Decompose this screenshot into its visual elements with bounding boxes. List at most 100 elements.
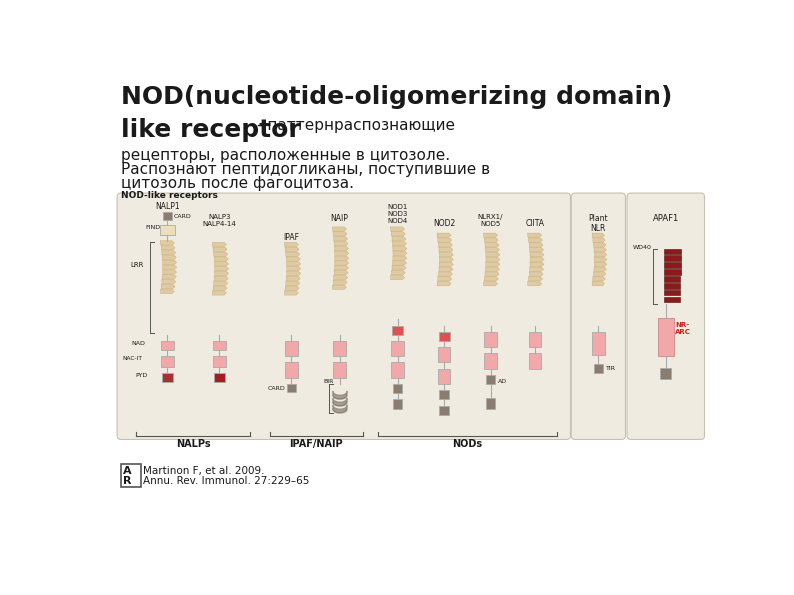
Text: NALP1: NALP1 bbox=[155, 202, 179, 211]
Polygon shape bbox=[393, 256, 407, 260]
Polygon shape bbox=[484, 277, 499, 281]
Text: CARD: CARD bbox=[268, 386, 285, 392]
Bar bbox=[439, 331, 449, 341]
Bar bbox=[486, 375, 495, 384]
Polygon shape bbox=[214, 257, 228, 261]
Polygon shape bbox=[437, 281, 451, 286]
Polygon shape bbox=[484, 238, 499, 242]
Bar bbox=[665, 283, 680, 289]
Bar bbox=[161, 341, 174, 350]
Bar bbox=[161, 356, 174, 367]
Polygon shape bbox=[334, 242, 348, 246]
Polygon shape bbox=[393, 251, 407, 255]
Polygon shape bbox=[214, 281, 228, 286]
Polygon shape bbox=[213, 242, 226, 246]
Text: TIR: TIR bbox=[606, 365, 616, 371]
Text: FIND: FIND bbox=[146, 226, 161, 230]
Polygon shape bbox=[594, 243, 606, 247]
Polygon shape bbox=[214, 271, 229, 275]
Polygon shape bbox=[392, 237, 406, 241]
Polygon shape bbox=[529, 243, 543, 247]
Polygon shape bbox=[284, 291, 299, 295]
Polygon shape bbox=[439, 267, 453, 271]
Text: A: A bbox=[122, 466, 131, 475]
Text: NLRX1/
NOD5: NLRX1/ NOD5 bbox=[478, 214, 503, 227]
Polygon shape bbox=[594, 272, 606, 276]
Polygon shape bbox=[484, 233, 498, 237]
Polygon shape bbox=[287, 262, 301, 266]
Text: NALPs: NALPs bbox=[176, 439, 210, 449]
Bar bbox=[665, 297, 680, 302]
Bar bbox=[438, 369, 450, 384]
Polygon shape bbox=[214, 262, 229, 266]
Polygon shape bbox=[592, 281, 604, 286]
Text: NAC-IT: NAC-IT bbox=[123, 356, 143, 361]
Polygon shape bbox=[213, 247, 227, 252]
Polygon shape bbox=[161, 246, 175, 250]
Text: like receptor: like receptor bbox=[121, 118, 301, 142]
Polygon shape bbox=[439, 252, 453, 256]
Text: PYD: PYD bbox=[135, 373, 148, 378]
Polygon shape bbox=[437, 277, 452, 281]
Text: NOD(nucleotide-oligomerizing domain): NOD(nucleotide-oligomerizing domain) bbox=[121, 85, 673, 109]
Text: NR-
ARC: NR- ARC bbox=[675, 322, 691, 334]
Text: BIR: BIR bbox=[323, 380, 333, 384]
Bar bbox=[393, 384, 403, 393]
Bar bbox=[160, 226, 175, 236]
Polygon shape bbox=[160, 241, 175, 245]
Bar bbox=[658, 318, 673, 356]
Text: APAF1: APAF1 bbox=[653, 214, 679, 223]
Bar bbox=[439, 406, 449, 415]
Bar bbox=[393, 399, 403, 409]
Bar bbox=[162, 373, 173, 383]
Bar bbox=[665, 270, 680, 275]
Polygon shape bbox=[335, 251, 349, 255]
Bar bbox=[333, 362, 345, 378]
Text: NALP3
NALP4-14: NALP3 NALP4-14 bbox=[202, 214, 237, 227]
Polygon shape bbox=[437, 233, 451, 237]
Polygon shape bbox=[287, 267, 301, 271]
Polygon shape bbox=[391, 271, 405, 275]
Polygon shape bbox=[530, 267, 544, 271]
Polygon shape bbox=[334, 246, 349, 250]
Polygon shape bbox=[595, 258, 607, 262]
Text: AD: AD bbox=[499, 378, 507, 384]
Polygon shape bbox=[593, 238, 605, 242]
Polygon shape bbox=[485, 267, 499, 271]
Polygon shape bbox=[287, 276, 300, 280]
Polygon shape bbox=[162, 250, 175, 255]
Polygon shape bbox=[333, 280, 347, 284]
Text: LRR: LRR bbox=[131, 262, 145, 268]
Bar bbox=[391, 341, 404, 356]
Polygon shape bbox=[213, 291, 226, 295]
Text: CARD: CARD bbox=[174, 214, 191, 219]
Polygon shape bbox=[485, 243, 499, 247]
Polygon shape bbox=[439, 262, 453, 267]
Bar bbox=[285, 341, 298, 356]
Text: Plant
NLR: Plant NLR bbox=[588, 214, 608, 233]
Bar bbox=[285, 362, 298, 378]
Polygon shape bbox=[333, 227, 346, 231]
Polygon shape bbox=[163, 270, 176, 274]
Polygon shape bbox=[484, 281, 498, 286]
Polygon shape bbox=[530, 258, 544, 262]
Polygon shape bbox=[333, 275, 348, 280]
Bar bbox=[529, 353, 541, 369]
Polygon shape bbox=[439, 258, 453, 262]
Bar bbox=[484, 331, 497, 347]
Text: NOD-like receptors: NOD-like receptors bbox=[121, 191, 218, 200]
Polygon shape bbox=[163, 260, 176, 264]
Polygon shape bbox=[593, 277, 605, 281]
Polygon shape bbox=[334, 266, 349, 270]
Polygon shape bbox=[162, 255, 176, 259]
Polygon shape bbox=[530, 262, 544, 267]
Text: - паттернраспознающие: - паттернраспознающие bbox=[257, 118, 455, 133]
Text: CIITA: CIITA bbox=[526, 219, 545, 228]
Bar bbox=[214, 373, 225, 383]
Polygon shape bbox=[391, 275, 405, 280]
Polygon shape bbox=[437, 238, 452, 242]
Polygon shape bbox=[335, 261, 349, 265]
Text: рецепторы, расположенные в цитозоле.: рецепторы, расположенные в цитозоле. bbox=[121, 148, 450, 164]
Polygon shape bbox=[162, 280, 175, 284]
Bar bbox=[213, 341, 225, 350]
